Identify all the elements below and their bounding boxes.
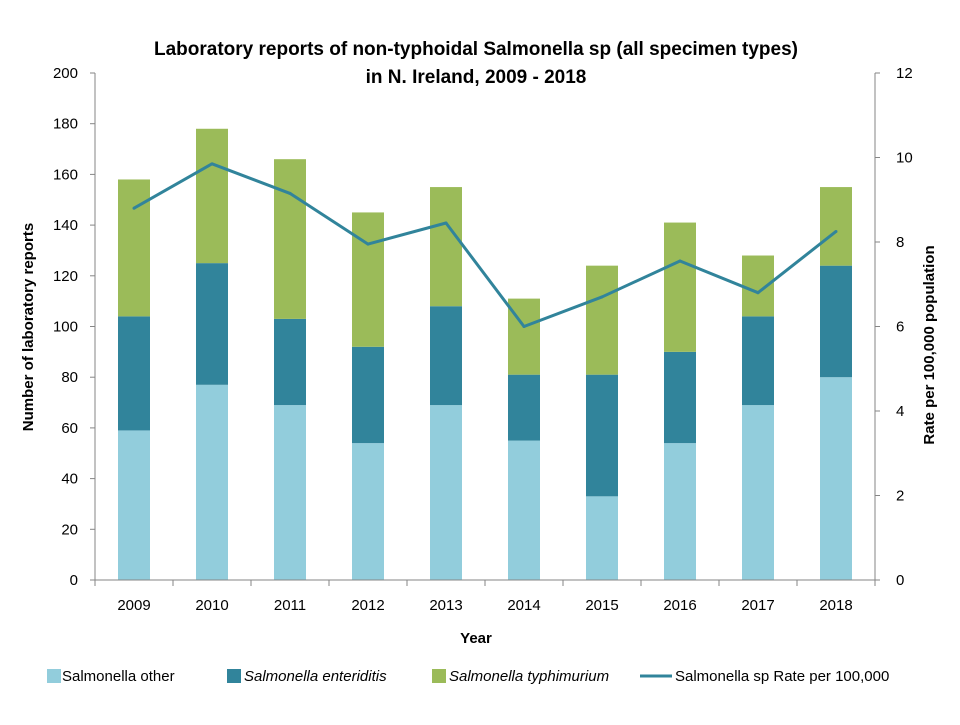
y2-tick-label-2: 2 (896, 488, 904, 505)
x-tick-label-2017: 2017 (741, 597, 774, 614)
x-tick-label-2011: 2011 (274, 597, 306, 614)
y2-tick-label-8: 8 (896, 234, 904, 251)
bar-salmonella-typhimurium-2011 (274, 159, 306, 319)
bar-salmonella-enteriditis-2010 (196, 263, 228, 385)
bar-salmonella-typhimurium-2016 (664, 222, 696, 352)
chart-title-line1: Laboratory reports of non-typhoidal Salm… (154, 39, 798, 60)
x-tick-label-2013: 2013 (429, 597, 462, 614)
y2-tick-label-0: 0 (896, 572, 904, 589)
x-tick-label-2014: 2014 (507, 597, 540, 614)
bar-salmonella-other-2011 (274, 405, 306, 580)
rate-line-group (132, 162, 838, 328)
bars-group (118, 128, 852, 580)
bar-salmonella-other-2015 (586, 496, 618, 580)
rate-point-2018 (834, 229, 838, 233)
bar-salmonella-enteriditis-2016 (664, 351, 696, 444)
y-tick-label-180: 180 (53, 116, 78, 133)
y-tick-label-60: 60 (61, 420, 78, 437)
bar-salmonella-other-2009 (118, 430, 150, 580)
bar-salmonella-enteriditis-2017 (742, 316, 774, 406)
y-tick-label-200: 200 (53, 65, 78, 82)
bar-salmonella-other-2010 (196, 384, 228, 580)
x-tick-label-2010: 2010 (195, 597, 228, 614)
x-tick-label-2016: 2016 (663, 597, 696, 614)
legend-swatch-salmonella-other (47, 669, 61, 683)
y-tick-label-40: 40 (61, 471, 78, 488)
legend-label-salmonella-enteriditis: Salmonella enteriditis (244, 668, 387, 685)
rate-point-2013 (444, 221, 448, 225)
bar-salmonella-enteriditis-2018 (820, 265, 852, 378)
bar-salmonella-typhimurium-2010 (196, 128, 228, 264)
rate-point-2017 (756, 291, 760, 295)
rate-point-2015 (600, 295, 604, 299)
y-tick-label-120: 120 (53, 268, 78, 285)
ticks-group: 0 20 40 60 80 100 120 140 160 180 200 0 2 4 6 8 10 12 2009… (53, 65, 913, 614)
rate-point-2009 (132, 206, 136, 210)
y2-tick-label-10: 10 (896, 150, 913, 167)
y-tick-label-100: 100 (53, 319, 78, 336)
x-tick-label-2009: 2009 (117, 597, 150, 614)
y-tick-label-160: 160 (53, 166, 78, 183)
bar-salmonella-other-2016 (664, 443, 696, 580)
bar-salmonella-other-2018 (820, 377, 852, 580)
y2-axis-title: Rate per 100,000 population (921, 245, 938, 444)
x-tick-label-2012: 2012 (351, 597, 384, 614)
bar-salmonella-other-2012 (352, 443, 384, 580)
bar-salmonella-enteriditis-2013 (430, 306, 462, 406)
bar-salmonella-typhimurium-2009 (118, 179, 150, 317)
bar-salmonella-other-2013 (430, 405, 462, 580)
chart-title-line2: in N. Ireland, 2009 - 2018 (366, 67, 587, 88)
bar-salmonella-enteriditis-2015 (586, 374, 618, 497)
legend: Salmonella other Salmonella enteriditis … (47, 668, 889, 685)
legend-label-salmonella-other: Salmonella other (62, 668, 175, 685)
bar-salmonella-enteriditis-2014 (508, 374, 540, 441)
bar-salmonella-typhimurium-2018 (820, 187, 852, 266)
bar-salmonella-enteriditis-2009 (118, 316, 150, 431)
x-axis-title: Year (460, 630, 492, 647)
bar-salmonella-typhimurium-2013 (430, 187, 462, 307)
rate-line (133, 162, 837, 328)
x-tick-label-2018: 2018 (819, 597, 852, 614)
bar-salmonella-typhimurium-2015 (586, 265, 618, 375)
y-tick-label-140: 140 (53, 217, 78, 234)
y-tick-label-20: 20 (61, 521, 78, 538)
rate-point-2012 (366, 242, 370, 246)
y2-tick-label-12: 12 (896, 65, 913, 82)
y-tick-label-80: 80 (61, 369, 78, 386)
legend-swatch-salmonella-typhimurium (432, 669, 446, 683)
legend-swatch-salmonella-enteriditis (227, 669, 241, 683)
bar-salmonella-enteriditis-2012 (352, 346, 384, 444)
rate-point-2014 (522, 325, 526, 328)
y2-tick-label-4: 4 (896, 403, 904, 420)
bar-salmonella-other-2017 (742, 405, 774, 580)
rate-point-2010 (210, 162, 214, 166)
y-axis-title: Number of laboratory reports (20, 223, 37, 431)
bar-salmonella-typhimurium-2017 (742, 255, 774, 317)
legend-label-salmonella-typhimurium: Salmonella typhimurium (449, 668, 609, 685)
bar-salmonella-enteriditis-2011 (274, 318, 306, 406)
rate-point-2016 (678, 259, 682, 263)
x-tick-label-2015: 2015 (585, 597, 618, 614)
bar-salmonella-other-2014 (508, 440, 540, 580)
rate-point-2011 (288, 191, 292, 195)
legend-label-rate: Salmonella sp Rate per 100,000 (675, 668, 889, 685)
y2-tick-label-6: 6 (896, 319, 904, 336)
y-tick-label-0: 0 (70, 572, 78, 589)
bar-salmonella-typhimurium-2012 (352, 212, 384, 347)
